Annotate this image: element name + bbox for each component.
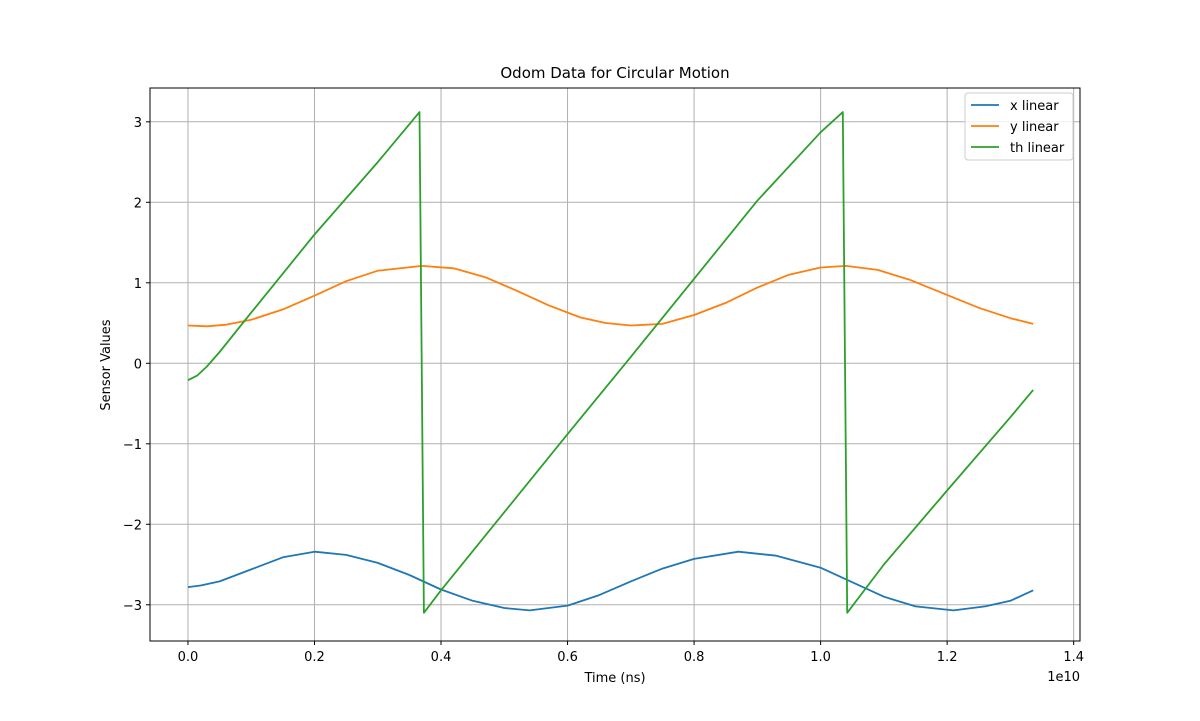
y-tick-label: 3 [134,116,142,131]
x-tick-label: 0.4 [431,650,452,665]
series-layer [187,111,1034,614]
y-tick-label: 2 [134,196,142,211]
y-tick-label: 1 [134,277,142,292]
x-axis-offset-label: 1e10 [1047,670,1080,685]
y-axis-label: Sensor Values [99,319,114,410]
y-tick-label: −3 [123,599,142,614]
x-tick-label: 0.0 [178,650,199,665]
y-tick-label: −2 [123,518,142,533]
legend-label-th-linear: th linear [1010,141,1065,156]
x-tick-label: 0.2 [304,650,325,665]
x-tick-label: 1.2 [937,650,958,665]
series-line-th-linear [187,111,1034,614]
x-axis: 0.0 0.2 0.4 0.6 0.8 1.0 1.2 1.4 [178,641,1084,665]
y-axis: −3 −2 −1 0 1 2 3 [123,116,150,614]
x-tick-label: 0.6 [557,650,578,665]
x-tick-label: 1.0 [810,650,831,665]
x-tick-label: 0.8 [684,650,705,665]
chart-title: Odom Data for Circular Motion [500,64,729,82]
plot-frame [149,87,1081,642]
series-line-x-linear [187,550,1034,612]
legend-box [964,92,1074,161]
legend-label-y-linear: y linear [1010,120,1059,135]
series-line-y-linear [187,264,1034,328]
y-tick-label: −1 [123,438,142,453]
y-tick-label: 0 [134,357,142,372]
grid-lines [150,88,1080,641]
x-tick-label: 1.4 [1063,650,1084,665]
legend-label-x-linear: x linear [1010,99,1059,114]
x-axis-label: Time (ns) [583,671,645,686]
legend: x linear y linear th linear [964,92,1074,161]
